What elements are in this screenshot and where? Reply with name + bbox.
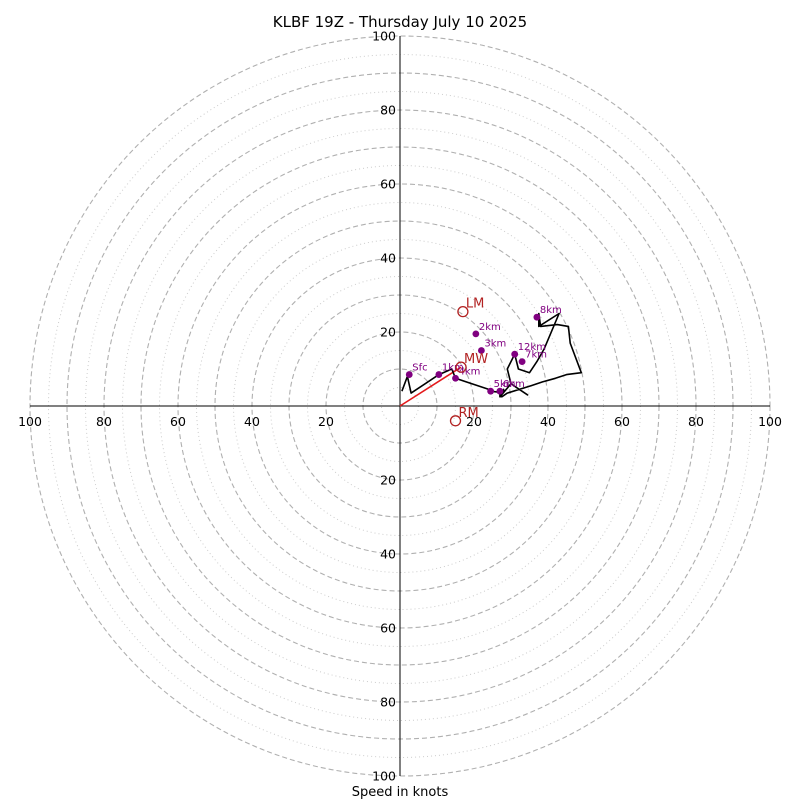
y-tick-label: 40 xyxy=(380,547,396,562)
x-tick-label: 40 xyxy=(540,414,556,429)
motion-marker xyxy=(455,361,467,373)
storm-motions: LM MW RM xyxy=(449,297,488,427)
motion-label: LM xyxy=(466,297,484,312)
y-tick-label: 80 xyxy=(380,695,396,710)
chart-title: KLBF 19Z - Thursday July 10 2025 xyxy=(273,13,527,31)
y-tick-label: 20 xyxy=(380,325,396,340)
x-axis-label: Speed in knots xyxy=(352,785,449,800)
height-marker-label: 7km xyxy=(525,350,547,361)
x-tick-label: 80 xyxy=(688,414,704,429)
height-marker xyxy=(533,313,541,321)
x-tick-label: 80 xyxy=(96,414,112,429)
height-marker-label: 4km xyxy=(459,366,481,377)
x-tick-label: 60 xyxy=(614,414,630,429)
y-tick-label: 100 xyxy=(372,769,396,784)
motion-marker xyxy=(449,415,462,427)
height-marker xyxy=(518,358,526,365)
x-tick-label: 100 xyxy=(18,414,42,429)
height-marker-label: 6km xyxy=(503,379,525,390)
motion-marker xyxy=(457,305,469,318)
height-marker-label: 12km xyxy=(518,342,546,353)
height-marker xyxy=(487,387,495,395)
x-tick-label: 20 xyxy=(318,414,334,429)
y-tick-label: 100 xyxy=(372,29,396,44)
y-tick-label: 20 xyxy=(380,473,396,488)
height-marker-label: 5km xyxy=(494,379,516,390)
height-marker-label: Sfc xyxy=(412,363,427,374)
motion-label: RM xyxy=(459,406,479,421)
x-tick-label: 20 xyxy=(466,414,482,429)
wind-profile xyxy=(399,312,583,407)
x-tick-label: 60 xyxy=(170,414,186,429)
height-marker-label: 3km xyxy=(484,339,506,350)
y-tick-label: 60 xyxy=(380,621,396,636)
x-tick-label: 40 xyxy=(244,414,260,429)
height-marker xyxy=(452,374,459,382)
height-marker xyxy=(472,330,480,338)
profile-line xyxy=(401,312,583,398)
height-marker xyxy=(405,371,413,378)
height-marker xyxy=(435,371,443,378)
height-marker-label: 2km xyxy=(479,322,501,333)
height-marker xyxy=(511,350,519,358)
height-marker xyxy=(478,347,485,354)
height-marker-label: 1km xyxy=(442,363,464,374)
y-tick-label: 40 xyxy=(380,251,396,266)
tick-labels: 100 80 60 40 20 20 40 60 80 100 100 80 60 40 20 20 40 60 8… xyxy=(18,29,782,784)
x-tick-label: 100 xyxy=(758,414,782,429)
motion-label: MW xyxy=(464,352,488,367)
shear-vector xyxy=(399,366,462,407)
y-tick-label: 60 xyxy=(380,177,396,192)
y-tick-label: 80 xyxy=(380,103,396,118)
height-marker xyxy=(496,387,504,395)
height-marker-label: 8km xyxy=(540,305,562,316)
